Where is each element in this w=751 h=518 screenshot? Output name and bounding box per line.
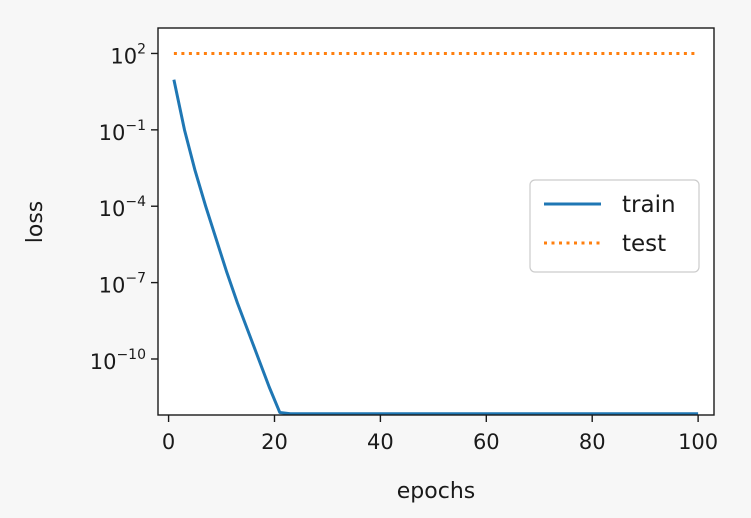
legend-train-label: train bbox=[622, 192, 676, 218]
y-tick-label: 10−1 bbox=[99, 118, 146, 145]
y-axis-ticks: 102 10−1 10−4 10−7 10−10 bbox=[90, 41, 158, 374]
x-tick-label: 80 bbox=[579, 430, 606, 454]
y-tick-label: 102 bbox=[110, 41, 146, 68]
series-line-train bbox=[172, 79, 699, 416]
x-axis-label: epochs bbox=[397, 479, 475, 504]
x-axis-ticks: 0 20 40 60 80 100 bbox=[162, 415, 718, 454]
x-tick-label: 60 bbox=[473, 430, 500, 454]
x-tick-label: 40 bbox=[367, 430, 394, 454]
x-tick-label: 0 bbox=[162, 430, 175, 454]
y-tick-label: 10−10 bbox=[90, 347, 146, 374]
x-tick-label: 100 bbox=[678, 430, 718, 454]
plot-frame bbox=[157, 27, 715, 416]
chart-marks bbox=[172, 51, 699, 416]
legend: train test bbox=[529, 179, 700, 273]
y-tick-label: 10−7 bbox=[99, 271, 146, 298]
y-tick-label: 10−4 bbox=[99, 194, 146, 221]
legend-test-label: test bbox=[622, 231, 666, 257]
x-tick-label: 20 bbox=[261, 430, 288, 454]
y-axis-label: loss bbox=[23, 201, 48, 244]
